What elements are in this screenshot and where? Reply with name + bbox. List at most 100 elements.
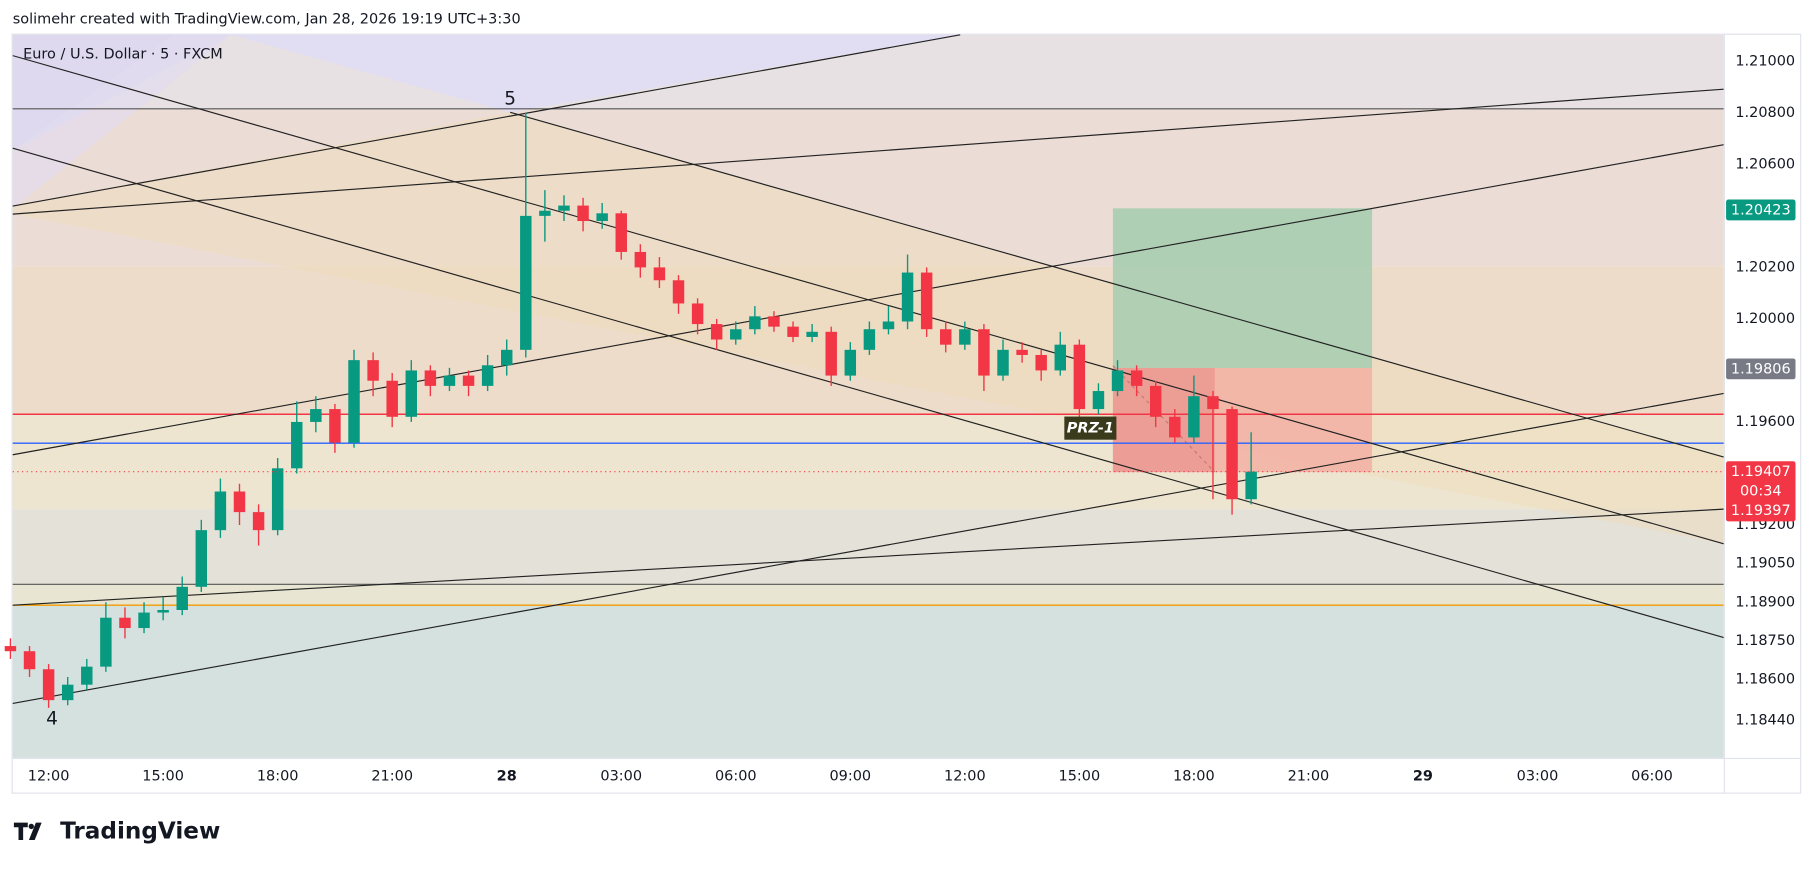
candle-body <box>405 370 418 417</box>
candle-body <box>81 666 93 685</box>
candle-body <box>577 205 589 222</box>
zone <box>12 509 1724 585</box>
candle-body <box>119 617 131 629</box>
candle-body <box>691 303 704 325</box>
candle-body <box>1016 349 1028 355</box>
candle-body <box>882 321 895 330</box>
candle-body <box>653 267 666 281</box>
x-tick-label: 28 <box>497 768 517 784</box>
trend-line <box>12 392 1724 705</box>
x-tick-label: 03:00 <box>600 768 642 784</box>
candle-body <box>634 251 647 268</box>
trend-lines <box>12 34 1724 705</box>
wave-label: 4 <box>46 709 58 730</box>
candle-body <box>42 669 55 701</box>
trend-line <box>12 144 1724 456</box>
candle-body <box>997 349 1009 376</box>
candle-body <box>1226 409 1238 500</box>
price-tag <box>1726 461 1796 522</box>
y-tick-label: 1.18750 <box>1735 633 1795 649</box>
x-tick-label: 21:00 <box>1288 768 1330 784</box>
zone <box>231 34 961 113</box>
x-tick-label: 06:00 <box>1631 768 1673 784</box>
candle-body <box>233 491 246 513</box>
y-tick-label: 1.20600 <box>1735 156 1795 172</box>
zone <box>12 34 232 209</box>
x-tick-label: 03:00 <box>1517 768 1559 784</box>
candle-body <box>844 349 857 376</box>
candle-body <box>329 409 341 443</box>
x-tick-label: 15:00 <box>1059 768 1101 784</box>
candle-body <box>481 365 494 386</box>
candle-body <box>291 421 303 469</box>
candle-body <box>61 684 74 701</box>
candle-body <box>367 360 379 381</box>
price-tag-label: 1.20423 <box>1731 203 1791 219</box>
bid-label: 1.19397 <box>1731 503 1791 519</box>
candle-body <box>863 329 876 350</box>
logo: TradingView <box>13 818 220 844</box>
zone <box>12 605 1724 758</box>
wave-label: 5 <box>504 89 516 110</box>
candle-body <box>787 326 799 337</box>
candle-body <box>443 375 456 386</box>
candle-body <box>749 316 761 330</box>
x-tick-label: 15:00 <box>142 768 184 784</box>
candles <box>4 112 1257 708</box>
candle-body <box>1092 391 1105 410</box>
candle-body <box>195 530 208 587</box>
candle-body <box>825 331 837 376</box>
candle-body <box>1111 370 1124 392</box>
price-tag <box>1726 199 1796 221</box>
candle-body <box>1245 471 1257 500</box>
y-tick-label: 1.19600 <box>1735 414 1795 430</box>
x-tick-label: 12:00 <box>944 768 986 784</box>
candle-body <box>214 491 227 531</box>
candle-body <box>558 205 570 211</box>
x-tick-label: 09:00 <box>829 768 871 784</box>
trend-line <box>12 147 1724 639</box>
x-tick-label: 06:00 <box>715 768 757 784</box>
candle-body <box>1130 370 1143 386</box>
x-tick-label: 21:00 <box>371 768 413 784</box>
x-tick-label: 18:00 <box>257 768 299 784</box>
candle-body <box>1054 344 1066 371</box>
candle-body <box>462 375 475 386</box>
candle-body <box>520 215 532 350</box>
candle-body <box>959 329 971 345</box>
candle-body <box>100 617 112 667</box>
trend-line <box>12 34 961 207</box>
candle-body <box>271 468 284 531</box>
candle-body <box>920 272 933 330</box>
price-tag-label: 1.19806 <box>1731 361 1791 377</box>
prz-box <box>1064 416 1117 440</box>
candle-body <box>310 409 322 422</box>
y-tick-label: 1.18900 <box>1735 594 1795 610</box>
candle-body <box>615 213 627 252</box>
candle-body <box>539 210 551 216</box>
candle-body <box>176 586 188 610</box>
candle-body <box>596 213 608 222</box>
logo-text: TradingView <box>60 818 220 844</box>
zone <box>12 584 1724 606</box>
candle-body <box>672 280 685 304</box>
target-zone <box>1112 208 1373 368</box>
candle-body <box>252 512 265 531</box>
candle-body <box>500 349 513 366</box>
candle-body <box>23 651 36 670</box>
candle-body <box>138 612 150 629</box>
y-tick-label: 1.20000 <box>1735 311 1795 327</box>
candle-body <box>730 329 742 340</box>
y-tick-label: 1.18440 <box>1735 713 1795 729</box>
trend-line <box>510 111 1724 458</box>
candle-body <box>386 380 398 417</box>
symbol-title: Euro / U.S. Dollar · 5 · FXCM <box>23 46 223 62</box>
y-tick-label: 1.20200 <box>1735 259 1795 275</box>
candle-body <box>1149 385 1162 417</box>
price-tag-label: 1.19407 <box>1731 464 1791 480</box>
header: solimehr created with TradingView.com, J… <box>13 12 521 28</box>
x-tick-label: 18:00 <box>1173 768 1215 784</box>
candle-body <box>978 329 990 376</box>
prz-label: PRZ-1 <box>1067 421 1114 437</box>
